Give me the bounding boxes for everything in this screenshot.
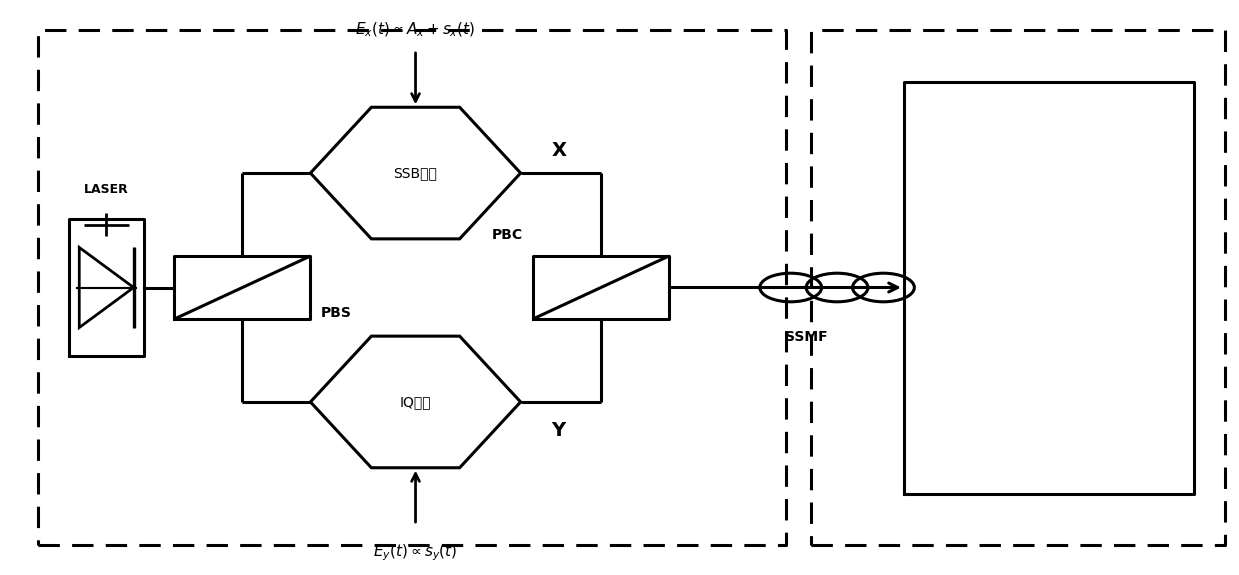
Text: IQ调制: IQ调制 (400, 395, 431, 409)
Text: $E_y(t)\propto s_y(t)$: $E_y(t)\propto s_y(t)$ (373, 542, 457, 563)
Text: Y: Y (551, 421, 566, 440)
Text: PBS: PBS (321, 306, 351, 320)
Text: SSMF: SSMF (784, 331, 828, 344)
Text: X: X (551, 141, 566, 160)
Text: $E_x(t)\propto A_x+s_x(t)$: $E_x(t)\propto A_x+s_x(t)$ (356, 20, 476, 39)
Text: SSB调制: SSB调制 (394, 166, 437, 180)
Text: PBC: PBC (492, 228, 523, 242)
Text: LASER: LASER (84, 183, 129, 196)
